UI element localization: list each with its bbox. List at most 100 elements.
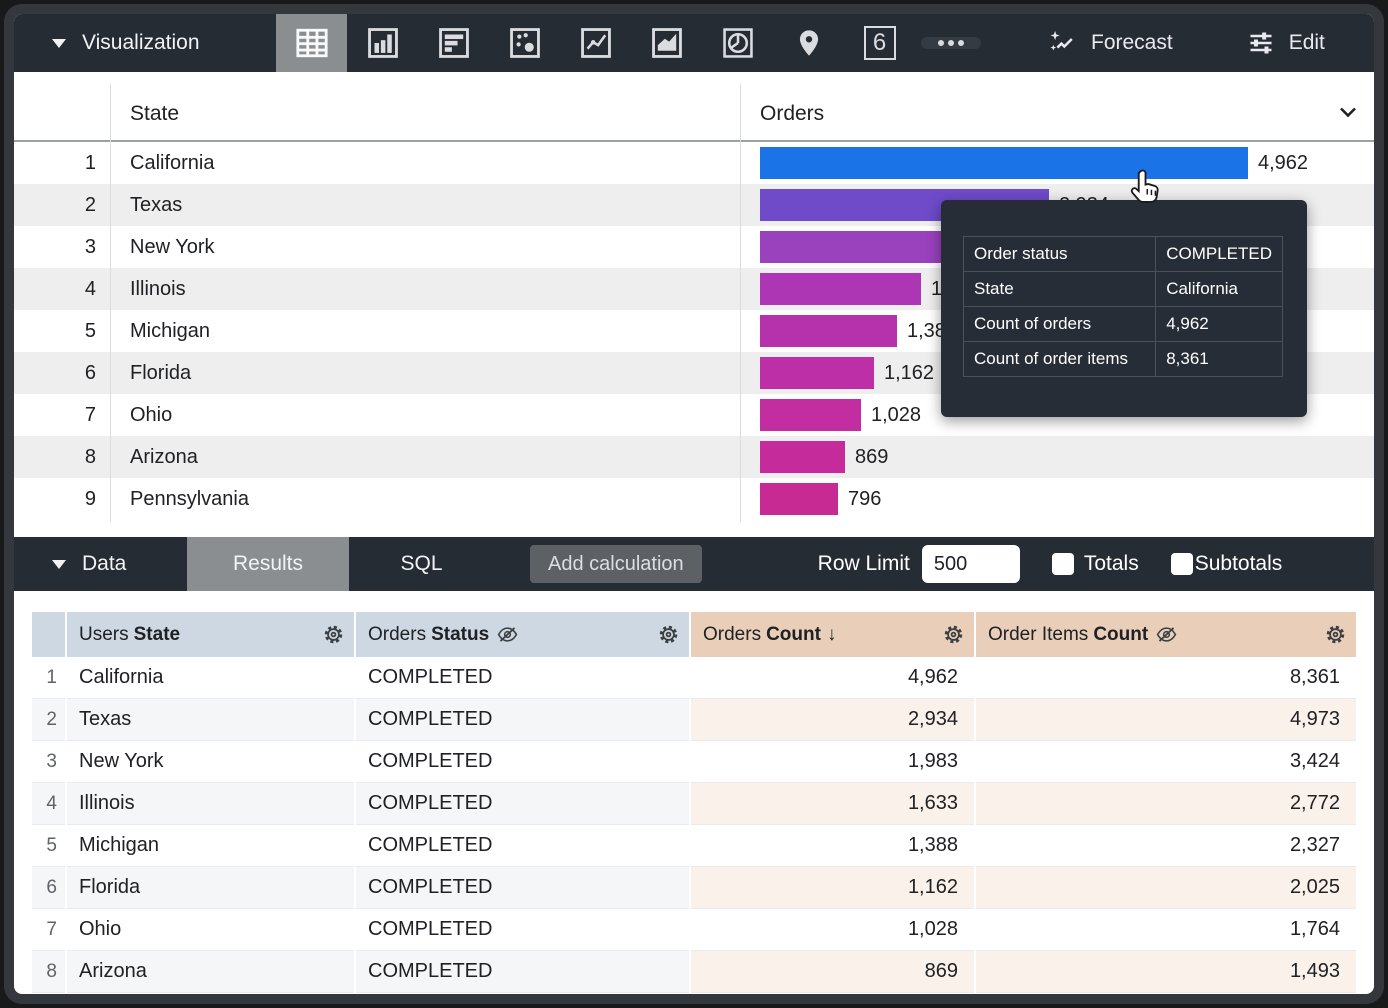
orders-status-column-header[interactable]: Orders Status [356, 612, 689, 657]
totals-label: Totals [1083, 552, 1139, 575]
state-cell[interactable]: Arizona [67, 951, 354, 993]
order-items-count-cell[interactable]: 2,327 [976, 825, 1356, 867]
data-label: Data [82, 552, 127, 575]
orders-bar[interactable] [760, 441, 845, 473]
viz-type-map-button[interactable] [773, 14, 844, 72]
tab-sql[interactable]: SQL [400, 552, 443, 575]
order-items-count-cell[interactable]: 4,973 [976, 699, 1356, 741]
header-field: Count [1093, 623, 1149, 645]
state-cell[interactable]: California [67, 657, 354, 699]
header-prefix: Users [79, 623, 129, 645]
state-cell: California [130, 152, 215, 174]
orders-bar[interactable] [760, 231, 955, 263]
row-number: 4 [84, 278, 96, 300]
state-cell[interactable]: Florida [67, 867, 354, 909]
orders-count-cell[interactable]: 1,983 [691, 741, 974, 783]
orders-count-cell[interactable]: 1,388 [691, 825, 974, 867]
status-cell[interactable]: COMPLETED [356, 951, 689, 993]
status-cell[interactable]: COMPLETED [356, 741, 689, 783]
gear-icon[interactable] [1325, 624, 1346, 645]
orders-bar[interactable] [760, 399, 861, 431]
data-toolbar: Data Results SQL Add calculation Row Lim… [14, 537, 1374, 591]
orders-count-column-header[interactable]: Orders Count ↓ [691, 612, 974, 657]
gear-icon[interactable] [323, 624, 344, 645]
state-cell[interactable]: Michigan [67, 825, 354, 867]
viz-type-more-button[interactable] [915, 14, 987, 72]
status-cell[interactable]: COMPLETED [356, 783, 689, 825]
row-number-gutter-header [32, 612, 65, 657]
order-items-count-cell[interactable]: 1,764 [976, 909, 1356, 951]
table-icon [295, 28, 328, 58]
header-prefix: Order Items [988, 623, 1089, 645]
row-limit-input[interactable] [921, 545, 1020, 583]
state-cell[interactable]: New York [67, 741, 354, 783]
orders-count-cell[interactable]: 2,934 [691, 699, 974, 741]
edit-label: Edit [1288, 31, 1325, 54]
status-cell[interactable]: COMPLETED [356, 699, 689, 741]
row-number-cell: 6 [32, 867, 65, 909]
viz-type-single-value-button[interactable]: 6 [844, 14, 915, 72]
results-rows-container: 1 California COMPLETED 4,962 8,361 2 Texas COMP… [14, 657, 1374, 993]
order-items-count-cell[interactable]: 1,493 [976, 951, 1356, 993]
viz-type-area-button[interactable] [631, 14, 702, 72]
status-cell[interactable]: COMPLETED [356, 867, 689, 909]
results-table-row: 8 Arizona COMPLETED 869 1,493 [14, 951, 1374, 993]
orders-bar[interactable] [760, 273, 921, 305]
row-number-cell: 3 [32, 741, 65, 783]
tooltip-row: Count of orders 4,962 [962, 306, 1283, 342]
order-items-count-column-header[interactable]: Order Items Count [976, 612, 1356, 657]
orders-count-cell[interactable]: 1,633 [691, 783, 974, 825]
viz-type-pie-button[interactable] [702, 14, 773, 72]
viz-type-table-button[interactable] [276, 14, 347, 72]
orders-bar[interactable] [760, 315, 897, 347]
bar-value-label: 4,962 [1258, 152, 1309, 174]
viz-type-scatter-button[interactable] [489, 14, 560, 72]
add-calculation-button[interactable]: Add calculation [530, 545, 702, 583]
order-items-count-cell[interactable]: 8,361 [976, 657, 1356, 699]
gear-icon[interactable] [943, 624, 964, 645]
tooltip-row: Order status COMPLETED [962, 236, 1283, 272]
orders-bar[interactable] [760, 357, 874, 389]
order-items-count-cell[interactable]: 2,772 [976, 783, 1356, 825]
visualization-toolbar: Visualization [14, 14, 1374, 72]
visualization-section-toggle[interactable]: Visualization [14, 14, 276, 72]
forecast-button[interactable]: Forecast [1047, 14, 1173, 72]
status-cell[interactable]: COMPLETED [356, 909, 689, 951]
viz-type-column-button[interactable] [347, 14, 418, 72]
results-table-row: 5 Michigan COMPLETED 1,388 2,327 [14, 825, 1374, 867]
subtotals-checkbox[interactable] [1170, 553, 1193, 575]
status-cell[interactable]: COMPLETED [356, 657, 689, 699]
state-cell[interactable]: Texas [67, 699, 354, 741]
orders-bar[interactable] [760, 147, 1248, 179]
data-section-toggle[interactable]: Data [14, 552, 187, 576]
users-state-column-header[interactable]: Users State [67, 612, 354, 657]
tooltip-value: California [1155, 271, 1283, 307]
header-field: Count [766, 623, 821, 645]
state-cell[interactable]: Illinois [67, 783, 354, 825]
orders-count-cell[interactable]: 4,962 [691, 657, 974, 699]
sort-arrow-down-icon: ↓ [826, 623, 837, 645]
viz-col-orders-header: Orders [760, 102, 825, 125]
orders-count-cell[interactable]: 1,162 [691, 867, 974, 909]
header-field: Status [431, 623, 490, 645]
orders-count-cell[interactable]: 869 [691, 951, 974, 993]
totals-checkbox[interactable] [1051, 553, 1074, 575]
viz-type-line-button[interactable] [560, 14, 631, 72]
edit-button[interactable]: Edit [1247, 14, 1325, 72]
state-cell: Texas [130, 194, 183, 216]
tab-results[interactable]: Results [187, 537, 349, 591]
orders-count-cell[interactable]: 1,028 [691, 909, 974, 951]
row-number: 6 [84, 362, 96, 384]
viz-type-bar-button[interactable] [418, 14, 489, 72]
row-number: 8 [84, 446, 96, 468]
bar-value-label: 796 [848, 488, 882, 510]
map-pin-icon [799, 30, 818, 56]
tooltip-value: 4,962 [1155, 306, 1283, 342]
status-cell[interactable]: COMPLETED [356, 825, 689, 867]
orders-bar[interactable] [760, 483, 838, 515]
gear-icon[interactable] [658, 624, 679, 645]
order-items-count-cell[interactable]: 3,424 [976, 741, 1356, 783]
order-items-count-cell[interactable]: 2,025 [976, 867, 1356, 909]
chevron-down-icon[interactable] [1336, 100, 1360, 124]
state-cell[interactable]: Ohio [67, 909, 354, 951]
